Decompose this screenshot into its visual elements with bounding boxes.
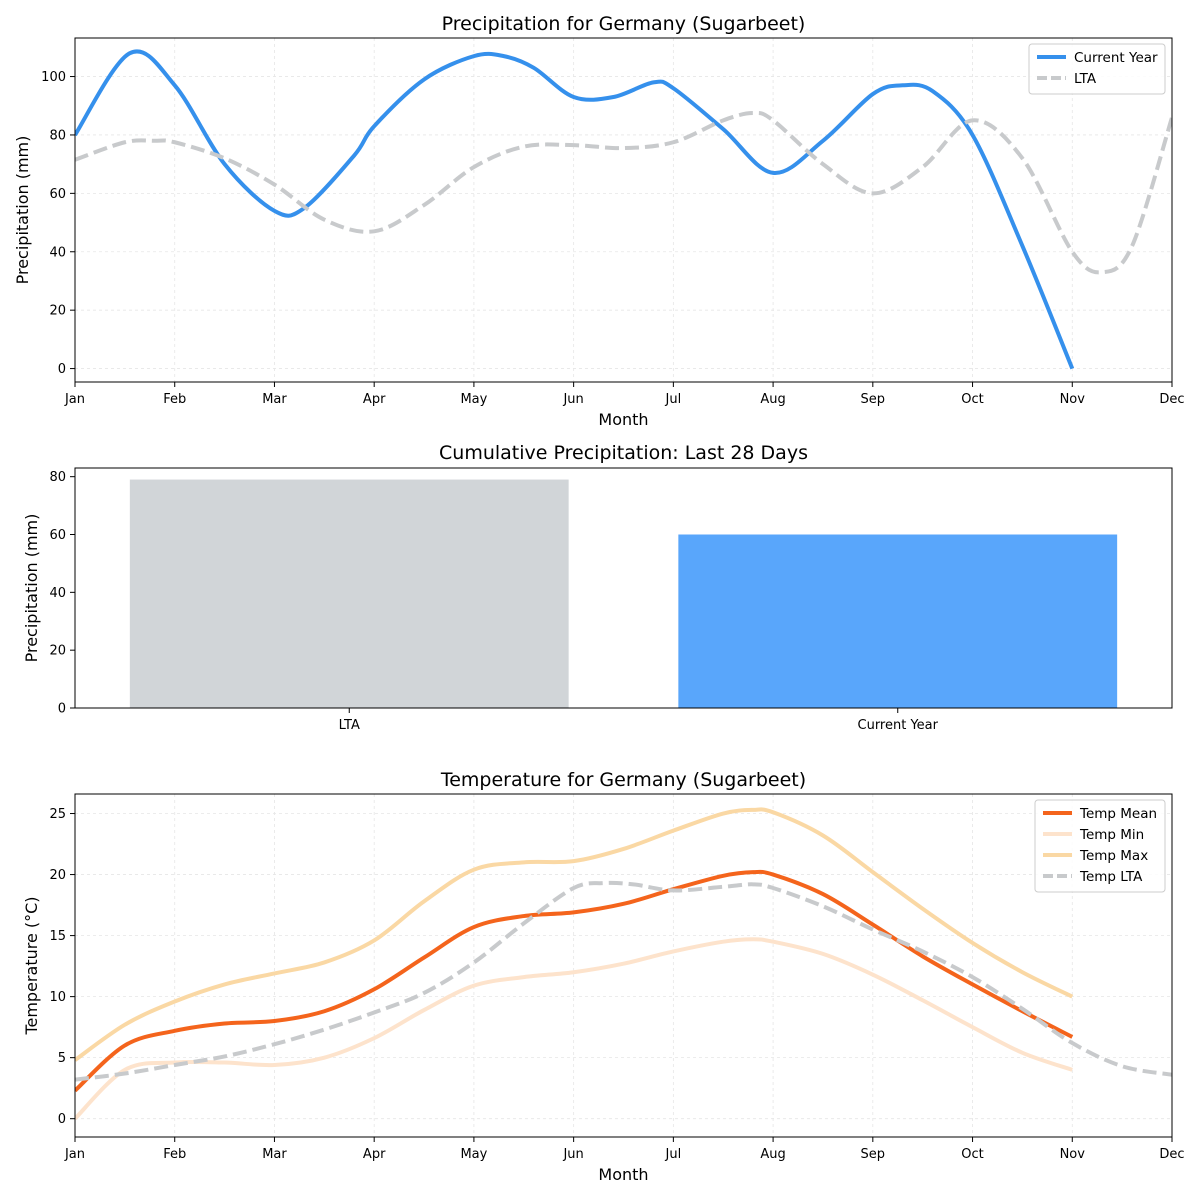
bar-lta <box>129 479 569 708</box>
y-tick-label: 15 <box>49 929 66 944</box>
y-tick-label: 40 <box>49 245 66 260</box>
x-tick-label: Dec <box>1159 1147 1184 1162</box>
y-tick-label: 100 <box>41 70 66 85</box>
y-tick-label: 0 <box>58 362 66 377</box>
x-tick-label: Jul <box>665 1147 682 1162</box>
x-tick-label: Aug <box>760 392 785 407</box>
x-axis-title: Month <box>598 410 648 429</box>
chart-title: Cumulative Precipitation: Last 28 Days <box>439 442 808 464</box>
x-axis-title: Month <box>598 1165 648 1184</box>
axes-frame <box>74 793 1173 1138</box>
legend-label: LTA <box>1074 71 1097 87</box>
series-line-temp-mean <box>75 869 1074 1093</box>
y-tick-label: 0 <box>58 1112 66 1127</box>
y-tick-label: 80 <box>49 128 66 143</box>
y-tick-label: 10 <box>49 990 66 1005</box>
y-axis-title: Precipitation (mm) <box>22 514 41 663</box>
legend: Temp Mean Temp Min Temp Max Temp LTA <box>1034 799 1166 893</box>
x-tick-label: Mar <box>262 1147 287 1162</box>
x-tick-label: May <box>460 1147 487 1162</box>
x-tick-label: Oct <box>961 392 983 407</box>
legend-label: Temp Max <box>1079 848 1148 864</box>
chart-title: Temperature for Germany (Sugarbeet) <box>440 769 806 791</box>
y-tick-label: 60 <box>49 528 66 543</box>
legend-label: Current Year <box>1074 50 1158 66</box>
legend-label: Temp Mean <box>1079 806 1157 822</box>
y-axis-title: Temperature (°C) <box>22 896 41 1035</box>
x-tick-label: Jul <box>665 392 682 407</box>
series-line-current-year <box>75 49 1075 370</box>
y-tick-label: 20 <box>49 304 66 319</box>
x-tick-label: May <box>460 392 487 407</box>
series-line-temp-min <box>75 937 1073 1121</box>
y-tick-label: 5 <box>58 1051 66 1066</box>
chart-panel-1: Jan Feb Mar Apr May Jun Jul Aug Sep Oct Nov Dec 0 20 4… <box>13 13 1185 429</box>
x-tick-label: Feb <box>163 392 186 407</box>
legend-box <box>1034 799 1166 893</box>
bar-current-year <box>678 534 1118 708</box>
plot-area <box>129 479 1118 708</box>
y-tick-label: 60 <box>49 187 66 202</box>
series-line-temp-lta <box>75 880 1172 1082</box>
series-line-lta <box>75 110 1172 275</box>
axes-frame <box>74 467 1173 709</box>
x-tick-label: Dec <box>1159 392 1184 407</box>
x-tick-label: Sep <box>861 392 886 407</box>
x-tick-label: Jun <box>562 1147 583 1162</box>
y-tick-label: 20 <box>49 868 66 883</box>
y-axis-title: Precipitation (mm) <box>13 136 32 285</box>
axes-frame <box>74 37 1173 383</box>
x-tick-label: Nov <box>1060 1147 1086 1162</box>
x-tick-label: Nov <box>1060 392 1086 407</box>
chart-panel-3: Jan Feb Mar Apr May Jun Jul Aug Sep Oct Nov Dec 0 5 10… <box>22 769 1185 1184</box>
x-tick-label: LTA <box>339 718 360 733</box>
legend: Current Year LTA <box>1028 43 1166 95</box>
plot-area <box>75 49 1172 370</box>
plot-area <box>75 807 1172 1121</box>
legend-label: Temp Min <box>1079 827 1144 843</box>
legend-label: Temp LTA <box>1079 869 1143 885</box>
x-tick-label: Apr <box>363 392 386 407</box>
x-tick-label: Sep <box>861 1147 886 1162</box>
y-tick-label: 40 <box>49 586 66 601</box>
y-tick-label: 80 <box>49 470 66 485</box>
x-tick-label: Jun <box>562 392 583 407</box>
y-tick-label: 20 <box>49 644 66 659</box>
x-tick-label: Current Year <box>858 718 939 733</box>
chart-panel-2: LTA Current Year 0 20 40 60 80 Cumulative Preci… <box>22 442 1173 733</box>
x-tick-label: Jan <box>64 392 85 407</box>
y-tick-label: 0 <box>58 702 66 717</box>
chart-title: Precipitation for Germany (Sugarbeet) <box>442 13 806 35</box>
x-tick-label: Apr <box>363 1147 386 1162</box>
x-tick-label: Jan <box>64 1147 85 1162</box>
y-tick-label: 25 <box>49 807 66 822</box>
series-line-temp-max <box>75 807 1074 1062</box>
x-tick-label: Oct <box>961 1147 983 1162</box>
x-tick-label: Aug <box>760 1147 785 1162</box>
x-tick-label: Feb <box>163 1147 186 1162</box>
x-tick-label: Mar <box>262 392 287 407</box>
